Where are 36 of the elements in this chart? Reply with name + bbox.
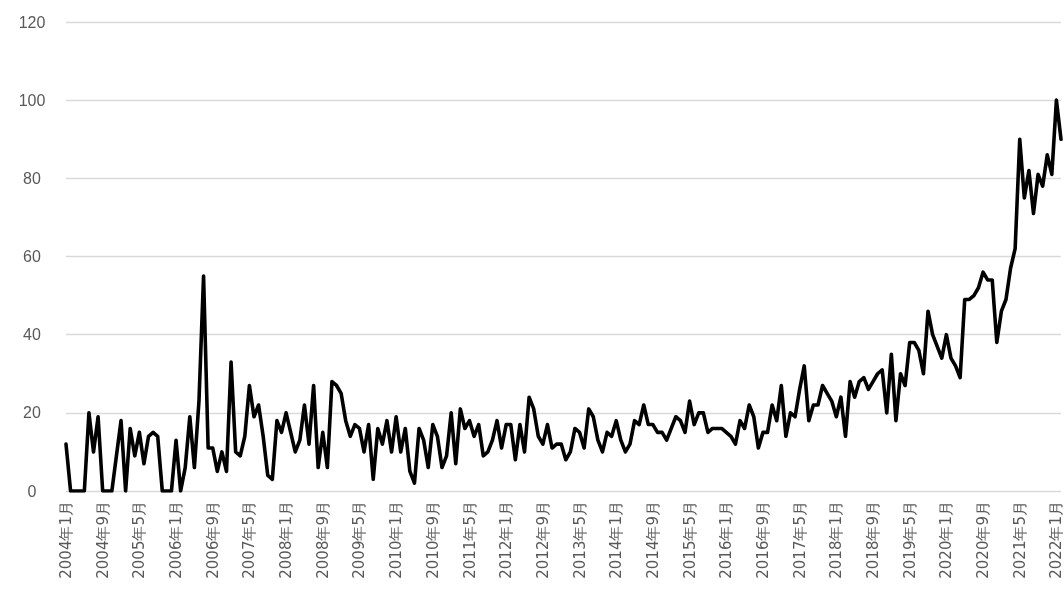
x-tick-label: 2009年5月 (350, 501, 369, 579)
x-tick-label: 2010年1月 (387, 501, 406, 579)
y-tick-label: 100 (18, 91, 46, 109)
x-tick-label: 2004年9月 (93, 501, 112, 579)
line-series (64, 98, 1063, 493)
x-tick-label: 2014年1月 (607, 501, 626, 579)
x-tick-label: 2008年1月 (277, 501, 296, 579)
x-tick-label: 2006年9月 (203, 501, 222, 579)
x-tick-label: 2012年9月 (533, 501, 552, 579)
x-tick-label: 2011年5月 (460, 501, 479, 579)
x-tick-label: 2014年9月 (643, 501, 662, 579)
y-tick-label: 20 (23, 404, 41, 422)
x-tick-label: 2020年1月 (937, 501, 956, 579)
x-tick-label: 2020年9月 (974, 501, 993, 579)
x-tick-label: 2015年5月 (680, 501, 699, 579)
x-tick-label: 2013年5月 (570, 501, 589, 579)
y-tick-label: 80 (23, 169, 41, 187)
x-tick-label: 2018年9月 (864, 501, 882, 579)
y-tick-label: 60 (23, 248, 41, 265)
x-tick-label: 2017年5月 (790, 501, 809, 579)
x-tick-label: 2004年1月 (57, 501, 75, 579)
x-tick-label: 2022年1月 (1047, 501, 1064, 579)
x-tick-label: 2010年9月 (423, 501, 442, 579)
x-tick-label: 2005年5月 (130, 501, 149, 579)
x-tick-label: 2016年1月 (717, 501, 736, 579)
y-tick-label: 120 (18, 13, 46, 31)
x-tick-label: 2021年5月 (1010, 501, 1029, 579)
y-tick-label: 0 (27, 482, 37, 500)
x-tick-label: 2006年1月 (167, 501, 186, 579)
y-tick-label: 40 (23, 326, 41, 344)
x-tick-label: 2018年1月 (827, 501, 846, 579)
x-tick-label: 2007年5月 (240, 501, 259, 579)
x-tick-label: 2012年1月 (497, 501, 516, 579)
x-tick-label: 2019年5月 (900, 501, 919, 579)
x-tick-label: 2016年9月 (753, 501, 772, 579)
x-tick-label: 2008年9月 (313, 501, 332, 579)
